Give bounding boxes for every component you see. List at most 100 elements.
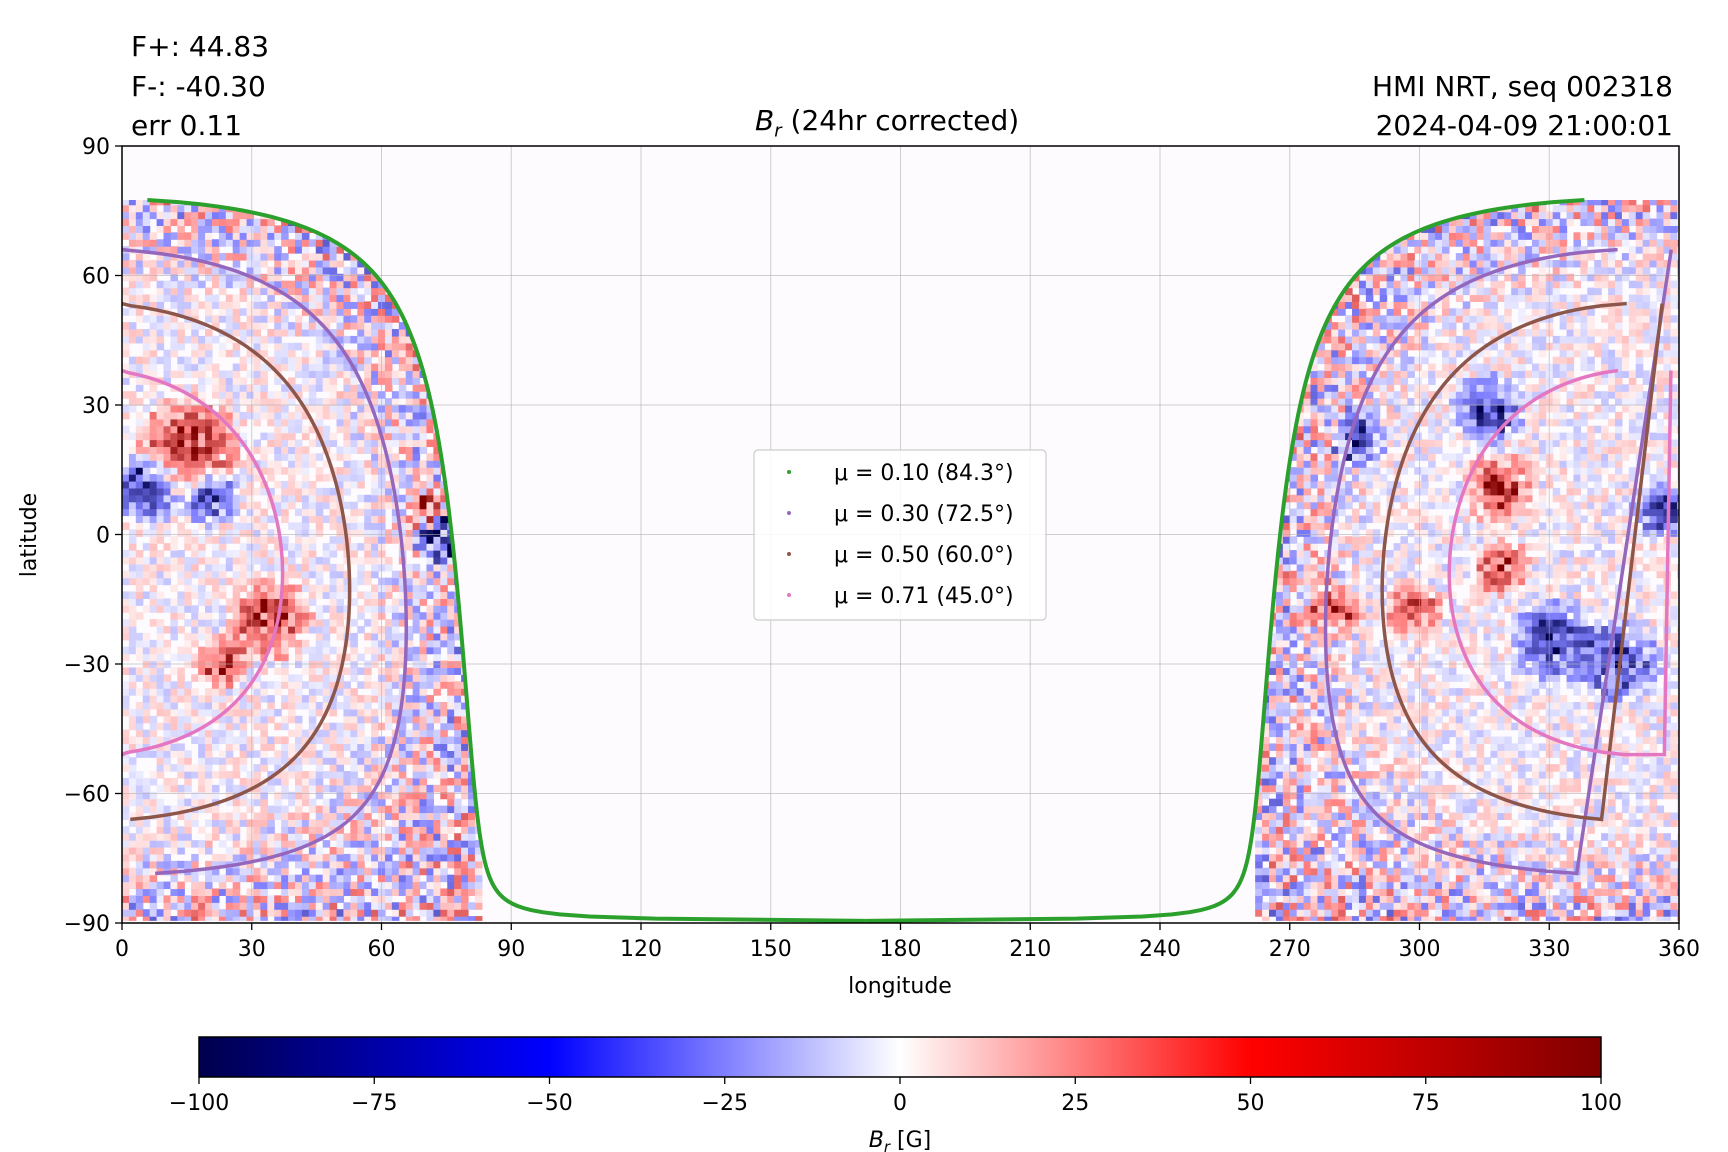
- field-pixel: [260, 308, 268, 316]
- field-pixel: [440, 722, 448, 731]
- field-pixel: [350, 349, 358, 358]
- field-pixel: [211, 888, 220, 896]
- field-pixel: [142, 819, 151, 827]
- field-pixel: [128, 487, 137, 496]
- field-pixel: [156, 840, 165, 848]
- field-pixel: [447, 784, 455, 793]
- field-pixel: [336, 840, 345, 848]
- field-pixel: [391, 812, 400, 820]
- field-pixel: [274, 315, 282, 323]
- field-pixel: [295, 736, 303, 745]
- field-pixel: [398, 784, 407, 793]
- field-pixel: [122, 550, 130, 558]
- field-pixel: [225, 467, 234, 475]
- field-pixel: [301, 363, 310, 372]
- field-pixel: [384, 736, 393, 745]
- field-pixel: [211, 543, 220, 551]
- field-pixel: [239, 646, 248, 655]
- field-pixel: [156, 218, 165, 227]
- field-pixel: [128, 639, 137, 648]
- field-pixel: [295, 232, 303, 240]
- field-pixel: [329, 833, 338, 841]
- field-pixel: [419, 798, 428, 807]
- field-pixel: [281, 329, 289, 337]
- field-pixel: [142, 418, 151, 427]
- field-pixel: [246, 708, 255, 717]
- field-pixel: [142, 239, 151, 247]
- field-pixel: [184, 266, 192, 275]
- field-pixel: [170, 301, 178, 309]
- field-pixel: [205, 667, 213, 675]
- field-pixel: [426, 453, 434, 461]
- field-pixel: [288, 391, 296, 399]
- field-pixel: [260, 446, 268, 454]
- field-pixel: [364, 798, 372, 807]
- field-pixel: [315, 501, 324, 510]
- field-pixel: [391, 881, 400, 890]
- field-pixel: [371, 308, 379, 316]
- field-pixel: [177, 646, 185, 655]
- field-pixel: [433, 895, 441, 903]
- field-pixel: [433, 563, 441, 572]
- field-pixel: [336, 515, 345, 524]
- field-pixel: [205, 439, 213, 448]
- field-pixel: [371, 315, 379, 323]
- field-pixel: [357, 529, 365, 537]
- field-pixel: [156, 391, 165, 399]
- field-pixel: [225, 294, 234, 302]
- field-pixel: [205, 522, 213, 530]
- field-pixel: [301, 273, 310, 282]
- field-pixel: [308, 750, 317, 758]
- field-pixel: [419, 812, 428, 820]
- field-pixel: [315, 729, 324, 738]
- field-pixel: [267, 556, 275, 565]
- field-pixel: [336, 591, 345, 599]
- field-pixel: [322, 888, 331, 896]
- field-pixel: [447, 639, 455, 648]
- field-pixel: [315, 301, 324, 309]
- field-pixel: [274, 833, 282, 841]
- field-pixel: [246, 536, 255, 544]
- field-pixel: [329, 259, 338, 268]
- field-pixel: [205, 729, 213, 738]
- field-pixel: [371, 467, 379, 475]
- field-pixel: [239, 391, 248, 399]
- field-pixel: [239, 605, 248, 613]
- field-pixel: [343, 833, 351, 841]
- field-pixel: [419, 591, 428, 599]
- field-pixel: [205, 750, 213, 758]
- field-pixel: [308, 847, 317, 855]
- field-pixel: [371, 550, 379, 558]
- field-pixel: [149, 570, 158, 579]
- field-pixel: [440, 501, 448, 510]
- field-pixel: [177, 605, 185, 613]
- field-pixel: [419, 729, 428, 738]
- field-pixel: [322, 826, 331, 834]
- field-pixel: [315, 405, 324, 413]
- field-pixel: [156, 798, 165, 807]
- field-pixel: [156, 701, 165, 710]
- field-pixel: [239, 757, 248, 765]
- field-pixel: [225, 916, 234, 921]
- field-pixel: [218, 550, 227, 558]
- field-pixel: [295, 246, 303, 254]
- field-pixel: [170, 405, 178, 413]
- field-pixel: [274, 266, 282, 275]
- field-pixel: [412, 626, 421, 634]
- field-pixel: [343, 695, 351, 703]
- field-pixel: [288, 377, 296, 385]
- field-pixel: [281, 750, 289, 758]
- field-pixel: [315, 612, 324, 620]
- field-pixel: [405, 826, 414, 834]
- field-pixel: [343, 653, 351, 662]
- field-pixel: [225, 826, 234, 834]
- field-pixel: [322, 487, 331, 496]
- field-pixel: [371, 860, 379, 869]
- field-pixel: [142, 853, 151, 862]
- field-pixel: [301, 771, 310, 779]
- field-pixel: [225, 315, 234, 323]
- field-pixel: [142, 736, 151, 745]
- field-pixel: [405, 701, 414, 710]
- field-pixel: [205, 888, 213, 896]
- field-pixel: [253, 764, 261, 772]
